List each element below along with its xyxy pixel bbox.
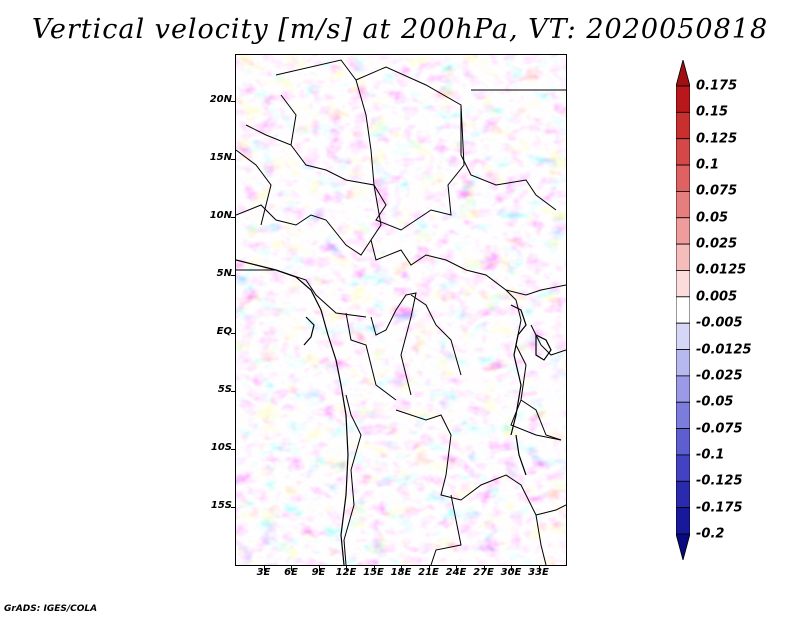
colorbar-bin <box>676 375 690 403</box>
colorbar-tick-label: 0.1 <box>696 157 720 173</box>
coastline <box>236 259 552 565</box>
lon-tick-mark <box>291 566 292 571</box>
lat-tick-mark <box>231 275 236 277</box>
colorbar-tick-label: 0.15 <box>696 104 729 120</box>
colorbar-bin <box>676 296 690 324</box>
lat-tick-label: 10S <box>210 442 232 454</box>
lon-tick-label: 18E <box>390 567 412 578</box>
colorbar-bin <box>676 111 690 140</box>
colorbar-bin <box>676 507 690 535</box>
lat-tick-label: 5S <box>217 384 232 396</box>
lon-tick-label: 3E <box>256 567 271 578</box>
colorbar-tick-label: -0.175 <box>696 500 743 516</box>
colorbar-tick-label: 0.175 <box>696 78 738 94</box>
map-panel <box>235 54 567 566</box>
lon-tick-label: 27E <box>473 567 494 578</box>
lon-tick-label: 24E <box>445 567 467 578</box>
colorbar-min-arrow <box>676 533 690 560</box>
lon-tick-mark <box>263 566 265 571</box>
colorbar-tick-label: -0.125 <box>696 473 743 489</box>
colorbar-bin <box>676 454 690 482</box>
colorbar-bin <box>676 401 690 429</box>
lon-tick-label: 15E <box>363 567 384 578</box>
lat-tick-label: 10N <box>209 210 232 222</box>
lon-tick-label: 6E <box>284 567 298 578</box>
lat-tick-mark <box>231 159 236 161</box>
lat-tick-mark <box>231 333 236 335</box>
lon-tick-label: 9E <box>311 567 326 578</box>
lat-tick-label: 20N <box>209 94 232 106</box>
lon-tick-mark <box>318 566 320 571</box>
lat-tick-mark <box>231 507 236 509</box>
colorbar-max-arrow <box>676 60 690 87</box>
lon-tick-mark <box>483 566 485 571</box>
colorbar-bin <box>676 322 690 350</box>
lon-tick-label: 30E <box>500 567 522 578</box>
lat-tick-mark <box>231 101 236 103</box>
lat-tick-label: 5N <box>216 268 232 280</box>
field-texture <box>236 55 566 565</box>
colorbar-tick-label: -0.075 <box>696 421 743 437</box>
vertical-velocity-field <box>236 55 566 565</box>
colorbar-bin <box>676 85 690 113</box>
lat-tick-label: 15S <box>210 500 232 512</box>
lon-tick-label: 21E <box>418 567 439 578</box>
lat-tick-label: EQ <box>216 326 232 338</box>
lon-tick-mark <box>511 566 512 571</box>
colorbar-tick-label: 0.025 <box>696 236 738 252</box>
colorbar-tick-label: 0.125 <box>696 131 738 147</box>
lon-tick-label: 33E <box>528 567 549 578</box>
colorbar-bin <box>676 243 690 271</box>
lon-tick-mark <box>373 566 375 571</box>
colorbar-tick-label: -0.005 <box>696 315 743 331</box>
lon-tick-mark <box>538 566 540 571</box>
lon-tick-label: 12E <box>335 567 357 578</box>
lat-tick-mark <box>231 217 236 219</box>
lat-tick-mark <box>231 449 236 451</box>
lat-tick-mark <box>231 391 236 393</box>
colorbar-bin <box>676 217 690 245</box>
colorbar-bin <box>676 270 690 298</box>
colorbar-tick-label: -0.025 <box>696 368 743 384</box>
lat-tick-label: 15N <box>209 152 232 164</box>
colorbar-tick-label: -0.2 <box>696 526 725 542</box>
grads-credit: GrADS: IGES/COLA <box>4 604 98 614</box>
colorbar-bin <box>676 428 690 456</box>
colorbar-tick-label: 0.005 <box>696 289 738 305</box>
lon-tick-mark <box>428 566 430 571</box>
country-boundaries <box>236 59 566 565</box>
colorbar-tick-label: 0.05 <box>696 210 729 226</box>
colorbar-tick-label: -0.0125 <box>696 342 752 358</box>
lon-tick-mark <box>456 566 457 571</box>
colorbar-bin <box>676 349 690 377</box>
colorbar-bin <box>676 480 690 509</box>
chart-title: Vertical velocity [m/s] at 200hPa, VT: 2… <box>31 14 769 45</box>
colorbar-bin <box>676 191 690 219</box>
colorbar <box>676 60 690 560</box>
colorbar-tick-label: 0.0125 <box>696 262 747 278</box>
colorbar-bin <box>676 164 690 192</box>
colorbar-tick-label: 0.075 <box>696 183 738 199</box>
colorbar-tick-label: -0.1 <box>696 447 725 463</box>
colorbar-tick-label: -0.05 <box>696 394 734 410</box>
lon-tick-mark <box>346 566 347 571</box>
lon-tick-mark <box>401 566 402 571</box>
colorbar-bin <box>676 138 690 166</box>
